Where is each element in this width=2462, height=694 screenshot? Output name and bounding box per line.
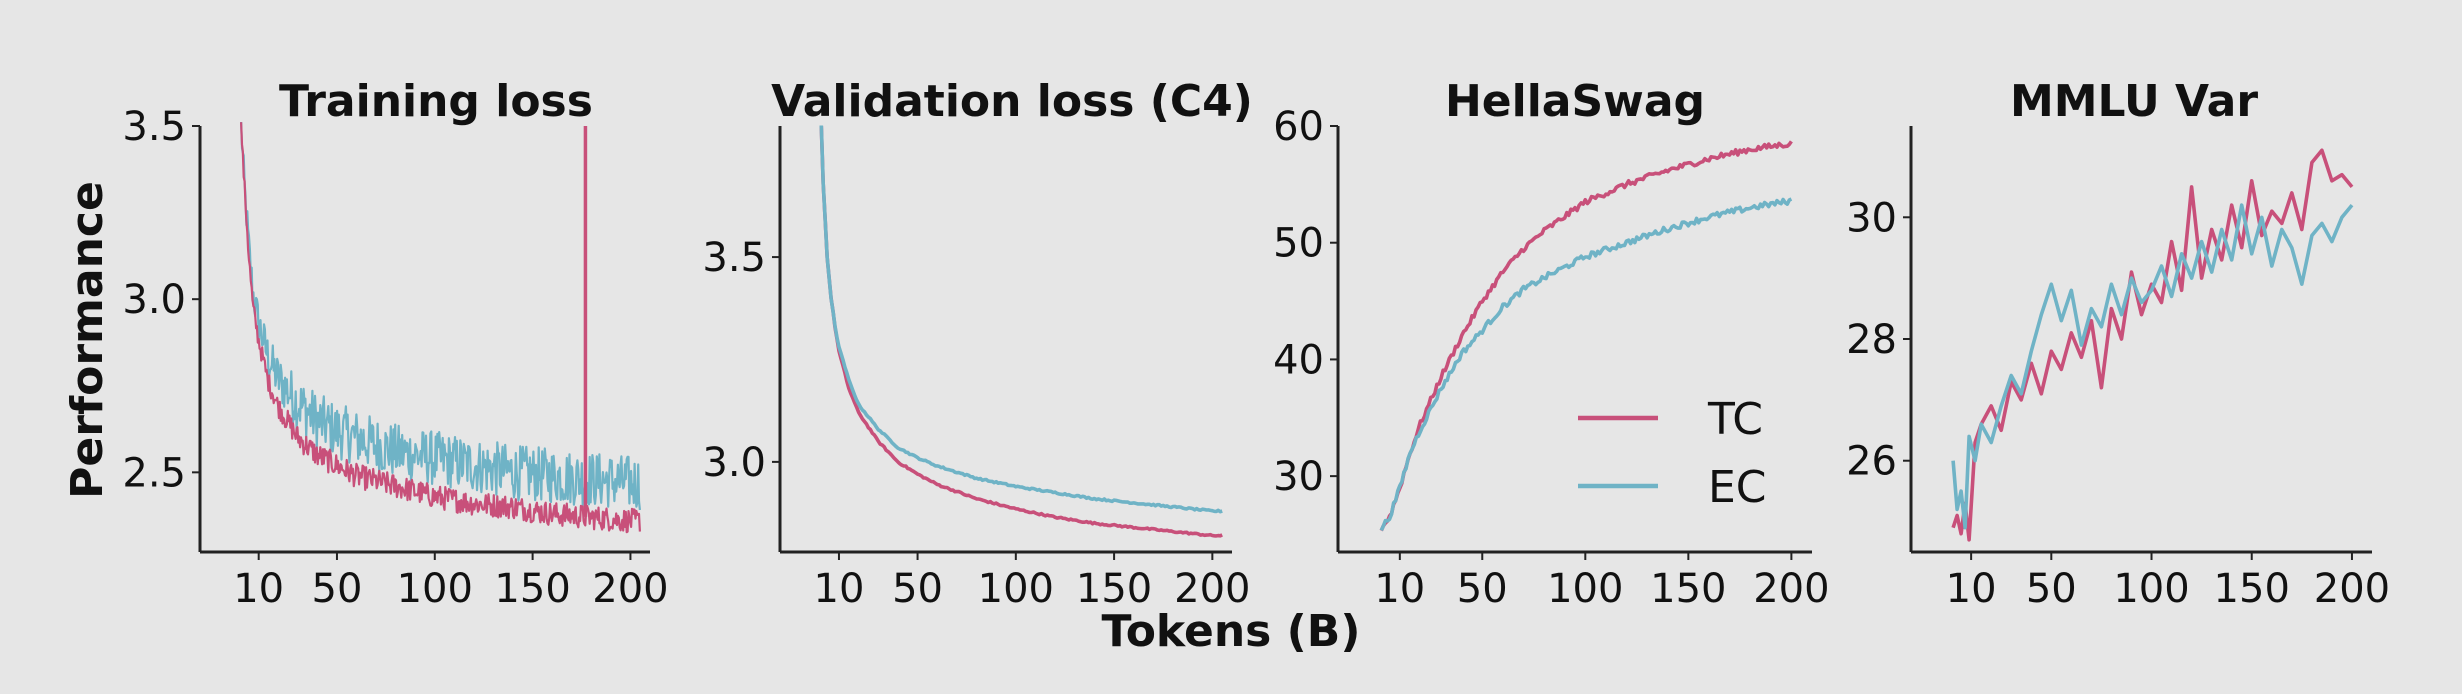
y-tick-label: 3.0	[702, 440, 766, 486]
x-tick-label: 10	[814, 566, 865, 612]
x-tick-label: 200	[1753, 566, 1829, 612]
x-tick-label: 10	[233, 566, 284, 612]
x-tick-label: 50	[2026, 566, 2077, 612]
y-tick-label: 60	[1273, 104, 1324, 150]
x-tick-label: 10	[1946, 566, 1997, 612]
panel-2: Validation loss (C4) 10 50 100 150 200 3.0 3.5	[702, 76, 1253, 612]
y-tick-label: 40	[1273, 337, 1324, 383]
y-tick-label: 2.5	[122, 450, 186, 496]
x-tick-label: 50	[312, 566, 363, 612]
x-tick-label: 100	[978, 566, 1054, 612]
panel-title: MMLU Var	[2010, 76, 2258, 127]
panel-1: Training loss 10 50 100 150 200 2.5 3.0 3.5	[122, 76, 668, 612]
panel-title: Training loss	[279, 76, 593, 127]
series-line-ec	[1951, 203, 2354, 530]
x-tick-label: 50	[892, 566, 943, 612]
series-line-ec	[1379, 197, 1793, 532]
panel-title: HellaSwag	[1445, 76, 1705, 127]
x-tick-label: 50	[1457, 566, 1508, 612]
y-axis-label: Performance	[62, 181, 113, 499]
series-line-ec	[240, 122, 641, 511]
series-line-tc	[819, 125, 1223, 538]
legend-label-tc: TC	[1707, 394, 1763, 445]
series-group	[819, 125, 1223, 538]
legend: TC EC	[1578, 394, 1767, 513]
x-tick-label: 200	[2314, 566, 2390, 612]
series-line-tc	[240, 122, 641, 534]
series-group	[1951, 148, 2354, 542]
panel-title: Validation loss (C4)	[771, 76, 1253, 127]
y-tick-label: 30	[1273, 454, 1324, 500]
y-tick-label: 50	[1273, 221, 1324, 267]
x-tick-label: 200	[1174, 566, 1250, 612]
x-tick-label: 150	[494, 566, 570, 612]
panel-4: MMLU Var 10 50 100 150 200 26 28 30	[1846, 76, 2390, 612]
series-group	[1379, 140, 1793, 532]
panel-3: HellaSwag 10 50 100 150 200 30 40 50 60	[1273, 76, 1829, 612]
series-line-tc	[1379, 140, 1793, 532]
x-tick-label: 100	[397, 566, 473, 612]
x-tick-label: 150	[1076, 566, 1152, 612]
y-tick-label: 30	[1846, 195, 1897, 241]
legend-label-ec: EC	[1708, 462, 1767, 513]
x-tick-label: 200	[592, 566, 668, 612]
y-tick-label: 3.5	[702, 235, 766, 281]
y-tick-label: 3.0	[122, 277, 186, 323]
series-group	[240, 122, 641, 534]
x-tick-label: 150	[2214, 566, 2290, 612]
x-tick-label: 10	[1374, 566, 1425, 612]
y-tick-label: 26	[1846, 439, 1897, 485]
x-axis-label: Tokens (B)	[1102, 606, 1361, 657]
x-tick-label: 150	[1650, 566, 1726, 612]
y-tick-label: 28	[1846, 317, 1897, 363]
y-tick-label: 3.5	[122, 104, 186, 150]
x-tick-label: 100	[2113, 566, 2189, 612]
x-tick-label: 100	[1547, 566, 1623, 612]
series-line-ec	[819, 125, 1223, 514]
